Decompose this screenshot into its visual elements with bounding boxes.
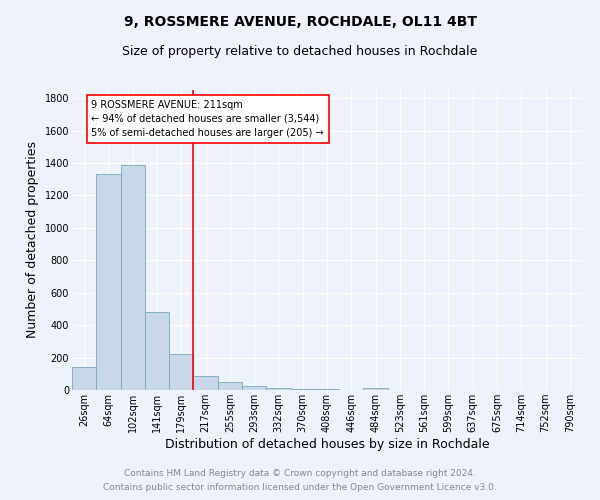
Bar bbox=[315, 389, 339, 390]
X-axis label: Distribution of detached houses by size in Rochdale: Distribution of detached houses by size … bbox=[164, 438, 490, 451]
Bar bbox=[290, 388, 315, 390]
Text: 9, ROSSMERE AVENUE, ROCHDALE, OL11 4BT: 9, ROSSMERE AVENUE, ROCHDALE, OL11 4BT bbox=[124, 15, 476, 29]
Bar bbox=[266, 388, 290, 390]
Bar bbox=[364, 388, 388, 390]
Bar bbox=[218, 382, 242, 390]
Bar bbox=[96, 174, 121, 390]
Bar bbox=[72, 368, 96, 390]
Y-axis label: Number of detached properties: Number of detached properties bbox=[26, 142, 39, 338]
Bar bbox=[242, 386, 266, 390]
Bar bbox=[193, 376, 218, 390]
Text: 9 ROSSMERE AVENUE: 211sqm
← 94% of detached houses are smaller (3,544)
5% of sem: 9 ROSSMERE AVENUE: 211sqm ← 94% of detac… bbox=[91, 100, 324, 138]
Bar bbox=[169, 354, 193, 390]
Text: Contains public sector information licensed under the Open Government Licence v3: Contains public sector information licen… bbox=[103, 484, 497, 492]
Text: Size of property relative to detached houses in Rochdale: Size of property relative to detached ho… bbox=[122, 45, 478, 58]
Bar bbox=[145, 312, 169, 390]
Bar bbox=[121, 164, 145, 390]
Text: Contains HM Land Registry data © Crown copyright and database right 2024.: Contains HM Land Registry data © Crown c… bbox=[124, 468, 476, 477]
